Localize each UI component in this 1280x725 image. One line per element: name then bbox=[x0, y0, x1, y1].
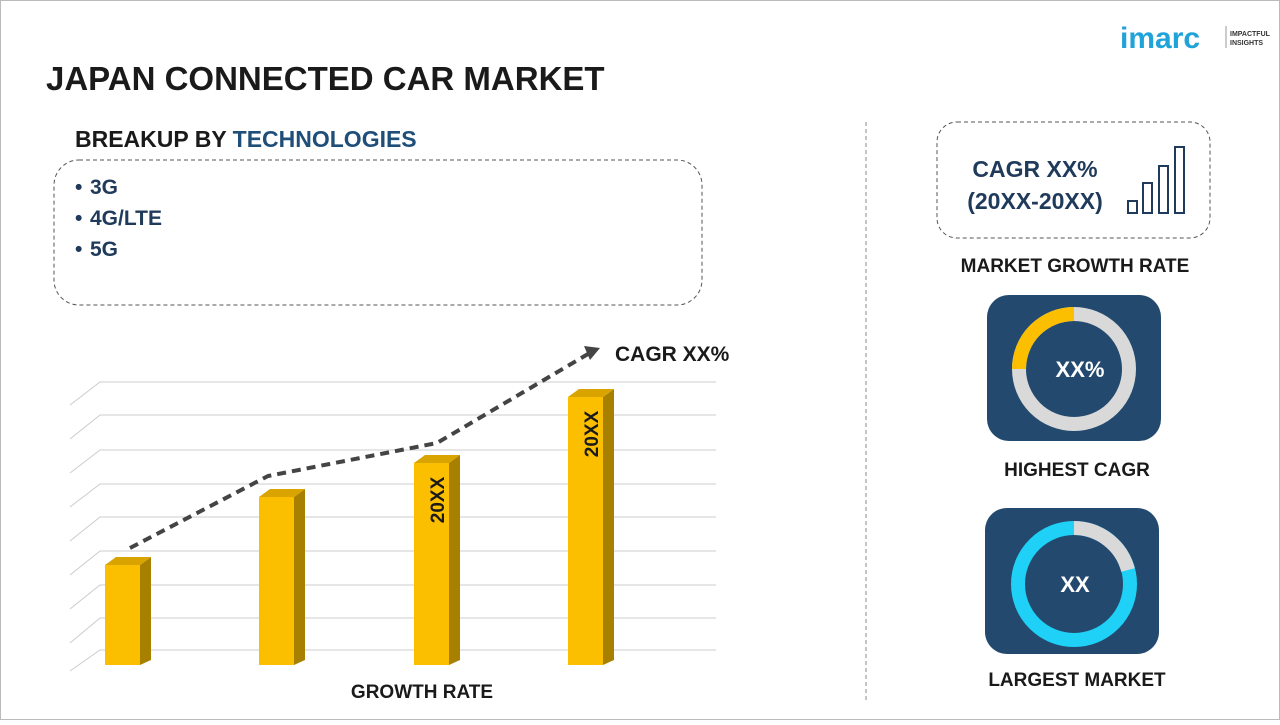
trend-arrow bbox=[584, 346, 600, 360]
cagr-period: (20XX-20XX) bbox=[967, 188, 1103, 214]
donut-value: XX bbox=[1060, 572, 1090, 597]
bullet: • bbox=[75, 176, 82, 199]
bar-label: 20XX bbox=[582, 410, 603, 457]
card-caption: LARGEST MARKET bbox=[988, 670, 1166, 691]
donut-segment bbox=[1012, 307, 1075, 370]
card-caption: HIGHEST CAGR bbox=[1004, 460, 1150, 481]
bullet: • bbox=[75, 207, 82, 230]
donut-value: XX% bbox=[1056, 357, 1105, 382]
breakup-heading: BREAKUP BY TECHNOLOGIES bbox=[75, 126, 417, 152]
cagr-text: CAGR XX% bbox=[972, 156, 1097, 182]
logo-tagline: IMPACTFUL bbox=[1230, 31, 1271, 38]
breakup-item: 5G bbox=[90, 238, 118, 261]
grid bbox=[69, 381, 716, 672]
logo-tagline: INSIGHTS bbox=[1230, 40, 1263, 47]
breakup-item: 3G bbox=[90, 176, 118, 199]
card-caption: MARKET GROWTH RATE bbox=[961, 256, 1190, 277]
bar bbox=[259, 489, 305, 665]
cagr-label: CAGR XX% bbox=[615, 343, 730, 366]
breakup-item: 4G/LTE bbox=[90, 207, 162, 230]
trend-line bbox=[129, 352, 590, 550]
bar bbox=[414, 455, 460, 665]
bullet: • bbox=[75, 238, 82, 261]
axis-label: GROWTH RATE bbox=[351, 682, 493, 703]
donut-segment bbox=[1073, 521, 1135, 573]
bar bbox=[568, 389, 614, 665]
bar bbox=[105, 557, 151, 665]
title: JAPAN CONNECTED CAR MARKET bbox=[46, 60, 605, 97]
logo-name: imarc bbox=[1120, 22, 1200, 55]
bars bbox=[105, 389, 614, 665]
growth-icon bbox=[1127, 146, 1185, 214]
bar-label: 20XX bbox=[428, 476, 449, 523]
cagr-box bbox=[936, 121, 1211, 239]
